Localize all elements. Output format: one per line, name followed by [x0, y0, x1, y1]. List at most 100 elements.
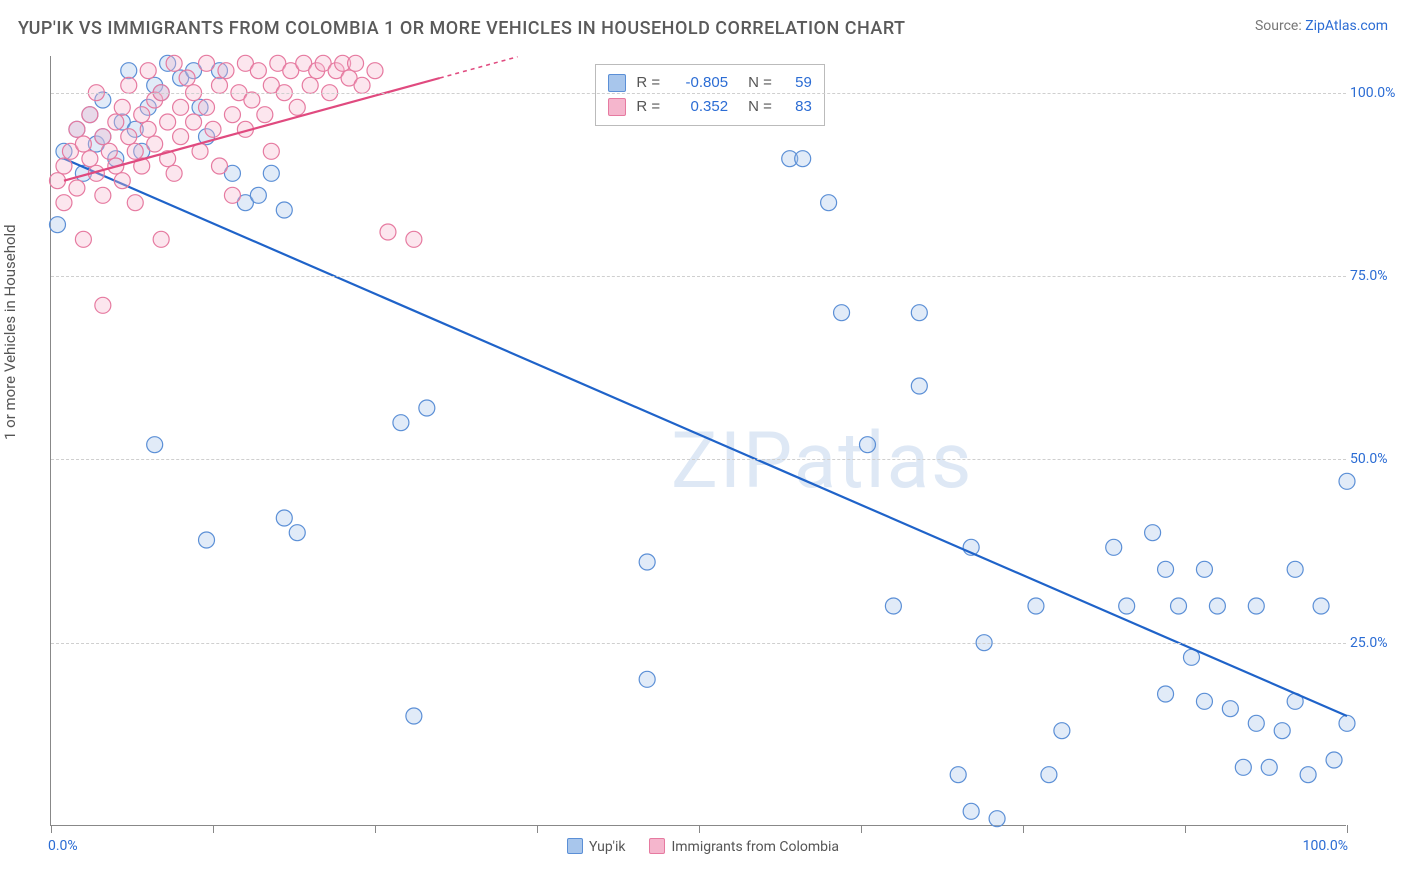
data-point-yupik	[1274, 723, 1290, 739]
data-point-colombia	[166, 55, 182, 71]
x-tick-mark	[1347, 825, 1348, 833]
data-point-colombia	[205, 121, 221, 137]
source-link[interactable]: ZipAtlas.com	[1305, 18, 1388, 34]
trendline-yupik	[64, 159, 1347, 716]
data-point-yupik	[911, 378, 927, 394]
data-point-colombia	[108, 114, 124, 130]
data-point-yupik	[276, 510, 292, 526]
data-point-colombia	[82, 107, 98, 123]
data-point-yupik	[963, 803, 979, 819]
data-point-yupik	[1028, 598, 1044, 614]
data-point-colombia	[95, 297, 111, 313]
stats-row: R =0.352N =83	[608, 95, 812, 119]
data-point-yupik	[1313, 598, 1329, 614]
data-point-yupik	[406, 708, 422, 724]
data-point-yupik	[1171, 598, 1187, 614]
data-point-colombia	[199, 55, 215, 71]
stats-r-label: R =	[636, 95, 660, 119]
x-tick-mark	[51, 825, 52, 833]
trendline-extrapolated-colombia	[440, 57, 518, 78]
data-point-colombia	[49, 173, 65, 189]
data-point-colombia	[406, 231, 422, 247]
data-point-yupik	[639, 671, 655, 687]
data-point-yupik	[199, 532, 215, 548]
data-point-yupik	[989, 811, 1005, 827]
data-point-colombia	[56, 195, 72, 211]
data-point-colombia	[173, 129, 189, 145]
data-point-yupik	[639, 554, 655, 570]
data-point-colombia	[140, 121, 156, 137]
y-tick-label: 75.0%	[1350, 268, 1400, 284]
data-point-colombia	[380, 224, 396, 240]
data-point-yupik	[419, 400, 435, 416]
x-tick-mark	[1185, 825, 1186, 833]
chart-header: YUP'IK VS IMMIGRANTS FROM COLOMBIA 1 OR …	[18, 18, 1388, 39]
stats-swatch	[608, 74, 626, 92]
data-point-yupik	[1248, 715, 1264, 731]
x-tick-mark	[699, 825, 700, 833]
data-point-colombia	[224, 187, 240, 203]
data-point-yupik	[859, 437, 875, 453]
data-point-yupik	[276, 202, 292, 218]
data-point-yupik	[121, 63, 137, 79]
data-point-colombia	[153, 231, 169, 247]
data-point-colombia	[257, 107, 273, 123]
x-tick-mark	[213, 825, 214, 833]
data-point-yupik	[1326, 752, 1342, 768]
data-point-colombia	[114, 173, 130, 189]
data-point-colombia	[95, 187, 111, 203]
data-point-colombia	[75, 231, 91, 247]
data-point-yupik	[1196, 561, 1212, 577]
legend-bottom: Yup'ik Immigrants from Colombia	[0, 838, 1406, 855]
data-point-colombia	[140, 63, 156, 79]
y-tick-label: 25.0%	[1350, 635, 1400, 651]
data-point-yupik	[147, 437, 163, 453]
data-point-yupik	[289, 525, 305, 541]
data-point-yupik	[49, 217, 65, 233]
stats-r-value: 0.352	[670, 95, 728, 119]
stats-n-value: 59	[782, 71, 812, 95]
data-point-yupik	[1145, 525, 1161, 541]
stats-n-label: N =	[748, 95, 772, 119]
data-point-colombia	[114, 99, 130, 115]
legend-item: Immigrants from Colombia	[649, 838, 839, 855]
gridline-h	[51, 459, 1346, 460]
data-point-yupik	[1287, 561, 1303, 577]
data-point-colombia	[101, 143, 117, 159]
x-tick-mark	[537, 825, 538, 833]
correlation-stats-box: R =-0.805N =59R =0.352N =83	[595, 64, 825, 126]
stats-r-value: -0.805	[670, 71, 728, 95]
data-point-colombia	[354, 77, 370, 93]
data-point-yupik	[1248, 598, 1264, 614]
legend-label: Immigrants from Colombia	[671, 839, 839, 855]
data-point-yupik	[885, 598, 901, 614]
stats-r-label: R =	[636, 71, 660, 95]
legend-swatch	[649, 838, 665, 854]
stats-swatch	[608, 98, 626, 116]
data-point-colombia	[56, 158, 72, 174]
stats-row: R = -0.805 N = 59	[608, 71, 812, 95]
gridline-h	[51, 93, 1346, 94]
data-point-yupik	[821, 195, 837, 211]
data-point-yupik	[1300, 767, 1316, 783]
data-point-yupik	[1222, 701, 1238, 717]
data-point-yupik	[1339, 473, 1355, 489]
data-point-colombia	[95, 129, 111, 145]
data-point-colombia	[302, 77, 318, 93]
scatter-plot-area: ZIPatlas R =-0.805N =59R =0.352N =83 25.…	[50, 56, 1346, 826]
data-point-colombia	[127, 195, 143, 211]
gridline-h	[51, 276, 1346, 277]
data-point-colombia	[75, 136, 91, 152]
data-point-yupik	[1261, 759, 1277, 775]
data-point-colombia	[263, 143, 279, 159]
x-tick-mark	[861, 825, 862, 833]
data-point-colombia	[224, 107, 240, 123]
y-tick-label: 50.0%	[1350, 451, 1400, 467]
data-point-colombia	[69, 180, 85, 196]
data-point-colombia	[127, 143, 143, 159]
source-attribution: Source: ZipAtlas.com	[1255, 18, 1388, 34]
stats-n-label: N =	[748, 71, 772, 95]
data-point-colombia	[166, 165, 182, 181]
legend-item: Yup'ik	[567, 838, 625, 855]
plot-svg	[51, 56, 1347, 826]
